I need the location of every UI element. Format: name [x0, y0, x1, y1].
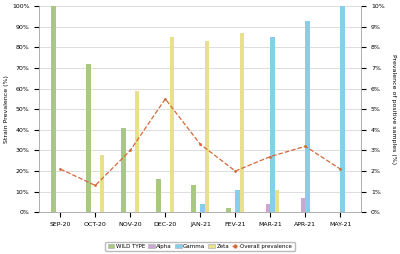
- Bar: [200, 204, 205, 212]
- Bar: [205, 41, 209, 212]
- Bar: [86, 64, 91, 212]
- Overall prevalence: [198, 143, 203, 146]
- Bar: [191, 185, 196, 212]
- Overall prevalence: [303, 145, 308, 148]
- Overall prevalence: [338, 167, 343, 170]
- Legend: WILD TYPE, Alpha, Gamma, Zeta, Overall prevalence: WILD TYPE, Alpha, Gamma, Zeta, Overall p…: [106, 242, 294, 251]
- Y-axis label: Prevalence of positive samples (%): Prevalence of positive samples (%): [391, 54, 396, 164]
- Bar: [100, 154, 104, 212]
- Overall prevalence: [268, 155, 273, 158]
- Bar: [270, 37, 275, 212]
- Bar: [240, 33, 244, 212]
- Overall prevalence: [93, 184, 98, 187]
- Bar: [156, 179, 161, 212]
- Line: Overall prevalence: Overall prevalence: [59, 98, 342, 187]
- Bar: [121, 128, 126, 212]
- Bar: [170, 37, 174, 212]
- Bar: [135, 91, 139, 212]
- Bar: [275, 189, 279, 212]
- Overall prevalence: [233, 169, 238, 172]
- Bar: [340, 6, 345, 212]
- Overall prevalence: [58, 167, 63, 170]
- Overall prevalence: [163, 97, 168, 100]
- Bar: [266, 204, 270, 212]
- Y-axis label: Strain Prevalence (%): Strain Prevalence (%): [4, 75, 9, 143]
- Overall prevalence: [128, 149, 133, 152]
- Bar: [235, 189, 240, 212]
- Bar: [301, 198, 305, 212]
- Bar: [226, 208, 231, 212]
- Bar: [305, 21, 310, 212]
- Bar: [51, 6, 56, 212]
